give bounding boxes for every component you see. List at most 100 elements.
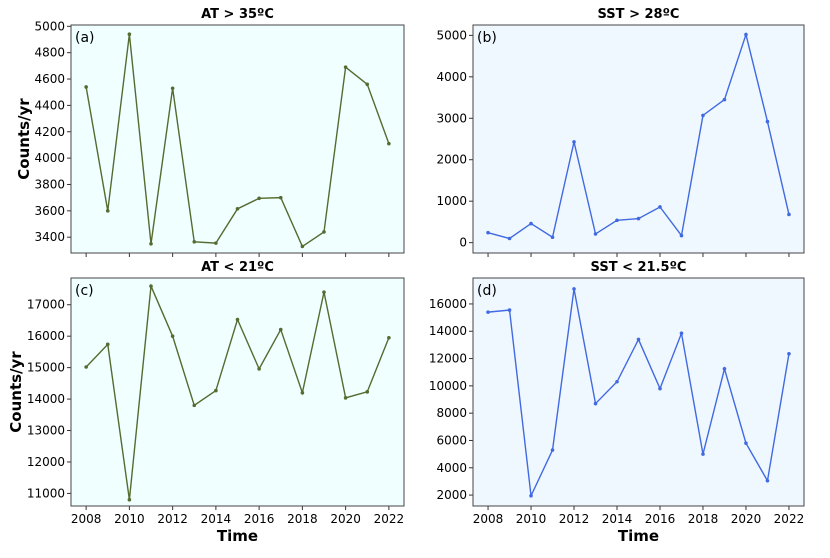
axes-frame [472, 24, 805, 254]
y-tick-label: 3800 [34, 177, 65, 191]
y-tick-label: 4800 [34, 46, 65, 60]
data-point [615, 379, 619, 384]
y-tick-label: 4200 [34, 125, 65, 139]
data-point [322, 290, 326, 294]
data-point [235, 207, 240, 211]
x-tick-label: 2016 [244, 512, 275, 526]
data-point [529, 493, 533, 498]
data-point [744, 32, 748, 37]
data-point [300, 244, 305, 249]
y-tick-label: 4000 [436, 70, 467, 84]
data-point [572, 140, 576, 144]
x-tick-label: 2014 [602, 512, 633, 526]
data-point [701, 452, 705, 456]
data-point [550, 235, 555, 240]
y-tick-label: 5000 [436, 28, 467, 42]
data-point [278, 195, 283, 200]
x-tick-label: 2018 [688, 512, 719, 526]
panel-label: (a) [75, 30, 95, 46]
subplot-2: 11000 12000 13000 14000 15000 16000 17000 2008 2… [7, 260, 405, 545]
data-point [170, 86, 175, 91]
data-point [387, 141, 391, 146]
data-point [343, 65, 348, 69]
data-point [300, 390, 305, 395]
subplot-0: 3400 3600 3800 4000 4200 4400 4600 4800 5000 AT >… [15, 7, 405, 257]
chart-title: SST > 28ºC [598, 7, 680, 22]
panel-label: (b) [477, 30, 497, 46]
x-tick-label: 2020 [731, 512, 762, 526]
data-point [235, 317, 240, 322]
y-tick-label: 0 [459, 236, 467, 250]
y-tick-label: 3400 [34, 230, 65, 244]
data-point [84, 85, 88, 89]
data-point [343, 396, 348, 400]
y-tick-label: 11000 [27, 486, 65, 500]
x-axis-label: Time [217, 527, 258, 545]
plot-background [71, 25, 404, 253]
data-point [105, 342, 110, 347]
x-tick-label: 2014 [201, 512, 232, 526]
data-point [701, 113, 705, 118]
y-tick-label: 16000 [429, 297, 467, 311]
x-tick-label: 2012 [157, 512, 188, 526]
data-point [765, 119, 770, 124]
data-point [192, 403, 197, 408]
data-point [765, 478, 770, 483]
data-point [257, 196, 261, 201]
x-tick-label: 2008 [473, 512, 504, 526]
y-tick-label: 2000 [436, 488, 467, 502]
subplot-3: 2000 4000 6000 8000 10000 12000 14000 16000 2008… [429, 260, 805, 545]
panel-label: (d) [477, 283, 497, 299]
data-point [593, 401, 598, 406]
data-point [507, 236, 512, 241]
y-tick-label: 5000 [34, 19, 65, 33]
plot-background [473, 278, 804, 506]
chart-title: AT > 35ºC [201, 7, 274, 22]
x-tick-label: 2020 [330, 512, 361, 526]
data-point [787, 212, 791, 217]
data-point [214, 241, 218, 245]
y-tick-label: 17000 [27, 298, 65, 312]
data-point [365, 390, 370, 394]
x-tick-label: 2010 [114, 512, 145, 526]
data-point [127, 32, 132, 37]
data-point [679, 233, 684, 238]
data-point [658, 205, 662, 209]
data-point [744, 441, 748, 445]
data-point [214, 388, 218, 393]
y-tick-label: 10000 [429, 379, 467, 393]
axes-frame [70, 277, 405, 507]
x-tick-label: 2022 [774, 512, 805, 526]
data-point [572, 287, 576, 291]
data-point [529, 221, 533, 226]
data-point [257, 367, 261, 371]
data-point [170, 334, 175, 338]
y-tick-label: 4400 [34, 98, 65, 112]
data-point [387, 335, 391, 340]
y-tick-label: 4000 [436, 461, 467, 475]
axes-frame [70, 24, 405, 254]
data-point [593, 232, 598, 236]
y-axis-label: Counts/yr [7, 351, 25, 433]
x-tick-label: 2016 [645, 512, 676, 526]
x-axis-label: Time [618, 527, 659, 545]
data-point [365, 82, 370, 87]
data-point [322, 230, 326, 234]
x-tick-label: 2010 [516, 512, 547, 526]
y-tick-label: 6000 [436, 433, 467, 447]
y-tick-label: 13000 [27, 424, 65, 438]
plot-background [71, 278, 404, 506]
data-point [615, 218, 619, 223]
data-point [722, 97, 727, 102]
y-tick-label: 12000 [429, 352, 467, 366]
x-tick-label: 2008 [71, 512, 102, 526]
y-tick-label: 15000 [27, 361, 65, 375]
y-tick-label: 4000 [34, 151, 65, 165]
y-tick-label: 2000 [436, 153, 467, 167]
data-point [486, 310, 490, 314]
data-point [658, 386, 662, 391]
chart-title: AT < 21ºC [201, 260, 274, 275]
subplot-1: 0 1000 2000 3000 4000 5000 SST > 28ºC (b) [436, 7, 805, 257]
x-tick-label: 2022 [374, 512, 405, 526]
